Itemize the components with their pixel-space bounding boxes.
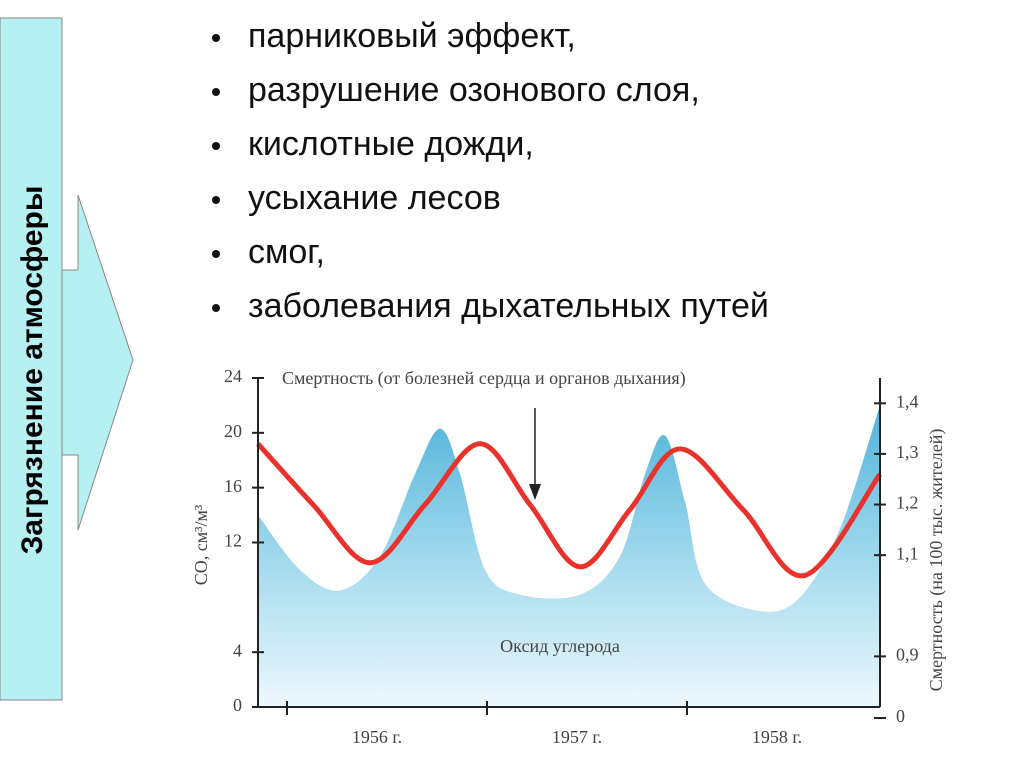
line (256, 441, 883, 579)
bullet-text: усыхание лесов (248, 179, 501, 217)
annotation-arrowhead (529, 484, 541, 500)
y2-tick-label: 1,2 (896, 493, 919, 513)
x-tick-label: 1958 г. (752, 727, 802, 747)
y2-tick-label: 0 (896, 706, 905, 726)
y-tick-label: 0 (233, 695, 242, 715)
x-tick-label: 1956 г. (352, 727, 402, 747)
bullet-dot (212, 250, 220, 258)
bullet-text: смог, (248, 233, 325, 271)
y-axis-label: СО, см³/м³ (191, 504, 211, 585)
series-label: Оксид углерода (500, 636, 620, 656)
y2-tick-label: 0,9 (896, 645, 919, 665)
area (258, 405, 880, 707)
bullet-text: парниковый эффект, (248, 17, 576, 55)
y2-tick-label: 1,3 (896, 442, 919, 462)
y-tick-label: 16 (224, 476, 242, 496)
bullet-dot (212, 304, 220, 312)
bullet-dot (212, 88, 220, 96)
y2-axis-label: Смертность (на 100 тыс. жителей) (926, 429, 947, 692)
bullet-dot (212, 196, 220, 204)
y-tick-label: 24 (224, 366, 242, 386)
series-label: Смертность (от болезней сердца и органов… (282, 368, 686, 389)
bullet-dot (212, 142, 220, 150)
y2-tick-label: 1,1 (896, 543, 919, 563)
sidebar-label: Загрязнение атмосферы (16, 186, 49, 555)
bullet-text: кислотные дожди, (248, 125, 534, 163)
bullet-text: разрушение озонового слоя, (248, 71, 700, 109)
x-tick-label: 1957 г. (552, 727, 602, 747)
y2-tick-label: 1,4 (896, 391, 919, 411)
y-tick-label: 4 (233, 640, 242, 660)
y-tick-label: 20 (224, 421, 242, 441)
sidebar-arrow (61, 194, 134, 531)
bullet-text: заболевания дыхательных путей (248, 287, 769, 325)
sidebar-box (0, 17, 63, 701)
y-tick-label: 12 (224, 531, 242, 551)
bullet-dot (212, 34, 220, 42)
